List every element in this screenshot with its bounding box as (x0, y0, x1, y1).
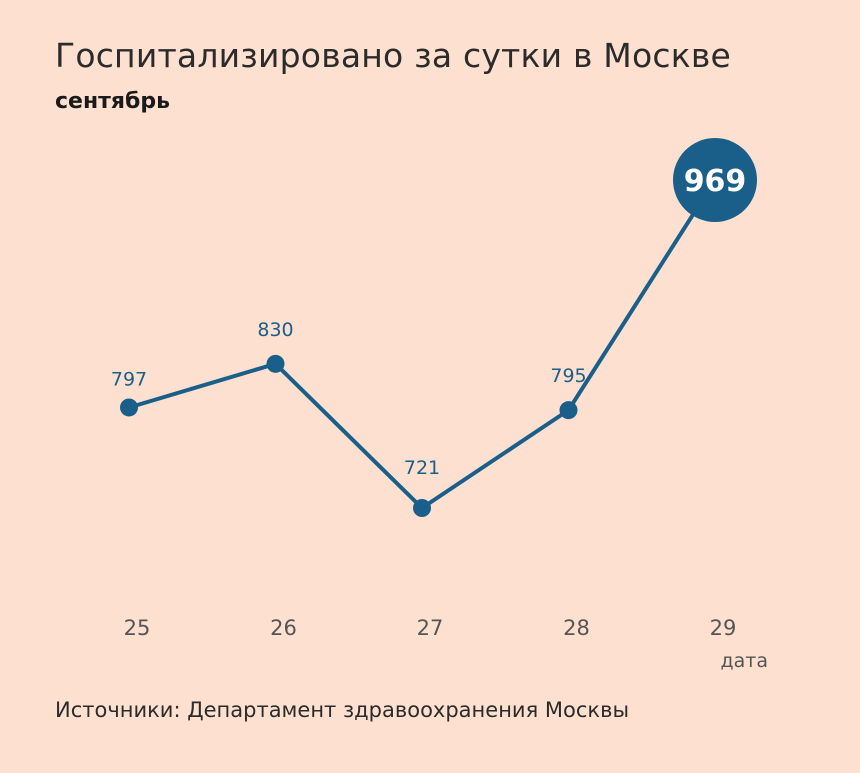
data-label: 797 (111, 368, 147, 390)
data-marker-layer (120, 138, 757, 517)
x-tick-label: 25 (124, 616, 151, 640)
x-axis-label: дата (721, 650, 769, 672)
data-label: 830 (257, 319, 293, 341)
data-point (559, 401, 578, 420)
source-note: Источники: Департамент здравоохранения М… (55, 698, 630, 722)
data-point (120, 398, 138, 417)
data-point (413, 499, 431, 517)
data-label-layer: 797 830 721 795 969 (111, 164, 746, 479)
data-label: 795 (550, 365, 586, 387)
x-tick-layer: 25 26 27 28 29 (124, 616, 737, 640)
highlight-point (673, 138, 757, 222)
highlight-data-label: 969 (684, 164, 747, 199)
x-tick-label: 29 (710, 616, 737, 640)
x-tick-label: 27 (417, 616, 444, 640)
chart-title: Госпитализировано за сутки в Москве (55, 36, 731, 75)
x-tick-label: 26 (270, 616, 297, 640)
data-label: 721 (404, 457, 440, 479)
data-point (266, 354, 285, 373)
x-tick-label: 28 (563, 616, 590, 640)
chart-subtitle: сентябрь (55, 89, 171, 114)
